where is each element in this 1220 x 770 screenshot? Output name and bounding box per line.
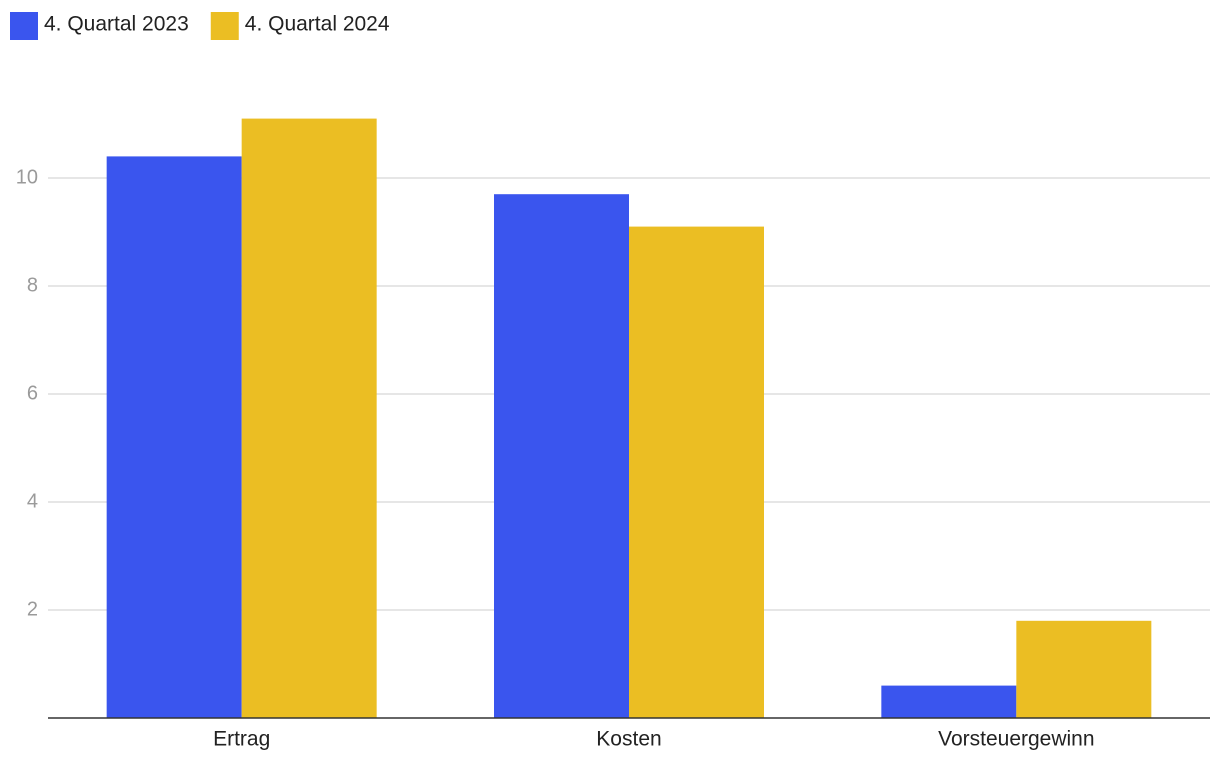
y-tick-label: 6 [27,382,38,404]
bar [106,156,242,718]
bar [494,194,629,718]
bar [881,685,1017,718]
x-tick-label: Vorsteuergewinn [938,728,1094,751]
legend-label: 4. Quartal 2023 [44,13,189,36]
legend-swatch [10,12,38,40]
bar [629,226,764,718]
x-tick-label: Kosten [596,728,661,751]
y-tick-label: 2 [27,598,38,620]
legend-swatch [210,12,239,40]
bar [241,118,377,719]
y-tick-label: 4 [27,490,38,512]
bar [1016,620,1152,718]
y-tick-label: 8 [27,274,38,296]
y-tick-label: 10 [16,166,38,188]
x-tick-label: Ertrag [213,728,270,751]
legend-label: 4. Quartal 2024 [245,13,390,36]
